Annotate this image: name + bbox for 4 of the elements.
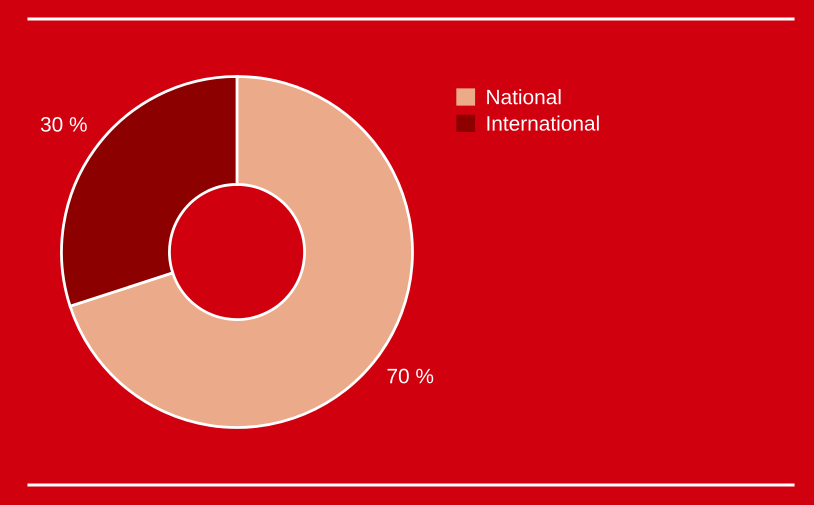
data-label: 30 % [40,116,87,132]
legend-label: International [487,115,599,131]
data-label: 70 % [388,368,434,384]
legend-label: National [487,89,561,104]
